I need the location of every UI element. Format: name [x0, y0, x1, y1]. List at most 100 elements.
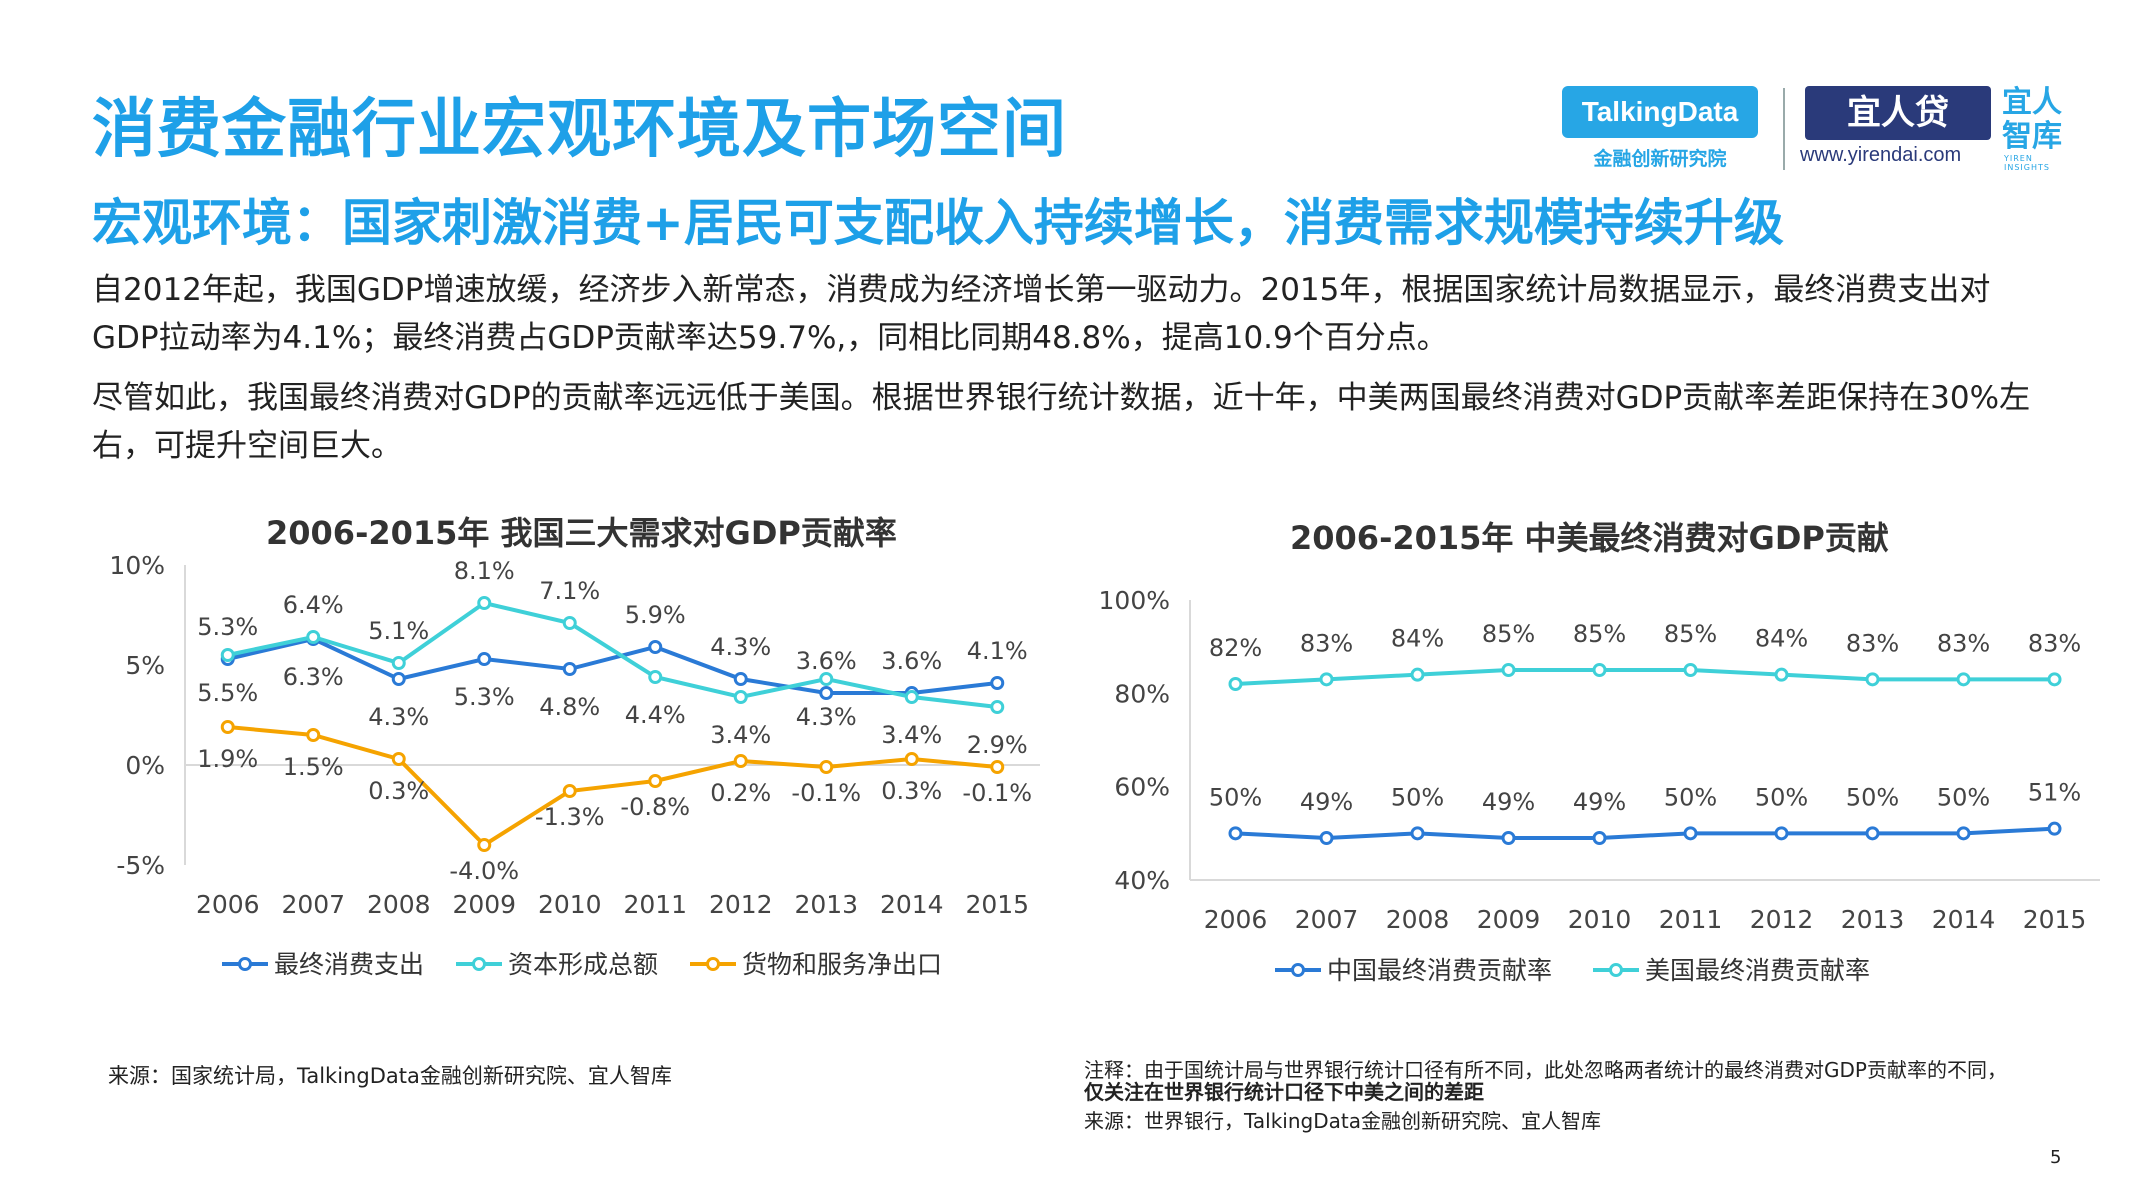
- legend-marker: [706, 957, 720, 971]
- data-point: [477, 652, 492, 666]
- data-point: [391, 672, 406, 686]
- x-tick-label: 2011: [623, 890, 687, 919]
- page-subtitle: 宏观环境：国家刺激消费+居民可支配收入持续增长，消费需求规模持续升级: [92, 194, 1784, 252]
- data-point: [648, 774, 663, 788]
- page-title: 消费金融行业宏观环境及市场空间: [92, 93, 1067, 167]
- data-label: 82%: [1209, 634, 1262, 662]
- x-tick-label: 2014: [1932, 905, 1996, 934]
- x-tick-label: 2007: [281, 890, 345, 919]
- data-point: [1501, 663, 1516, 677]
- yirendai-url: www.yirendai.com: [1800, 144, 1962, 166]
- data-point: [819, 760, 834, 774]
- legend-marker: [1609, 963, 1623, 977]
- x-tick-label: 2015: [2023, 905, 2087, 934]
- data-label: 6.3%: [283, 663, 344, 691]
- data-label: 85%: [1664, 620, 1717, 648]
- data-label: 1.5%: [283, 753, 344, 781]
- data-point: [477, 596, 492, 610]
- data-label: 50%: [1755, 783, 1808, 811]
- data-label: 83%: [1300, 629, 1353, 657]
- data-label: 83%: [2028, 629, 2081, 657]
- x-tick-label: 2008: [367, 890, 431, 919]
- data-label: 3.6%: [881, 647, 942, 675]
- data-label: 84%: [1755, 625, 1808, 653]
- y-tick-label: 5%: [125, 651, 165, 680]
- data-point: [1410, 826, 1425, 841]
- footnote: 注释：由于国统计局与世界银行统计口径有所不同，此处忽略两者统计的最终消费对GDP…: [1084, 1059, 2024, 1103]
- data-point: [220, 648, 235, 662]
- data-point: [733, 754, 748, 768]
- data-label: 50%: [1664, 783, 1717, 811]
- data-point: [477, 838, 492, 852]
- data-point: [1501, 831, 1516, 845]
- data-point: [990, 676, 1005, 690]
- x-tick-label: 2008: [1386, 905, 1450, 934]
- data-label: 2.9%: [967, 731, 1028, 759]
- data-label: -1.3%: [535, 803, 605, 831]
- data-point: [1683, 663, 1698, 677]
- data-point: [733, 672, 748, 686]
- data-label: 8.1%: [454, 557, 515, 585]
- talkingdata-logo-subtitle: 金融创新研究院: [1593, 148, 1727, 170]
- data-label: 1.9%: [197, 745, 258, 773]
- data-point: [391, 752, 406, 766]
- data-point: [1956, 826, 1971, 841]
- data-label: 85%: [1573, 620, 1626, 648]
- x-tick-label: 2007: [1295, 905, 1359, 934]
- x-tick-label: 2014: [880, 890, 944, 919]
- x-tick-label: 2009: [1477, 905, 1541, 934]
- data-label: 5.3%: [197, 613, 258, 641]
- legend-label: 最终消费支出: [274, 950, 424, 979]
- legend-label: 货物和服务净出口: [742, 950, 942, 979]
- data-label: 49%: [1482, 788, 1535, 816]
- y-tick-label: 40%: [1114, 866, 1170, 895]
- data-point: [819, 672, 834, 686]
- data-point: [819, 686, 834, 700]
- chart2-china-us-consumption: 40% 60% 80% 100% 2006 2007 2008 2009 2010 2011 201…: [1099, 586, 2100, 985]
- data-point: [220, 720, 235, 734]
- data-point: [391, 656, 406, 670]
- data-point: [1956, 672, 1971, 687]
- paragraph-us-comparison: 尽管如此，我国最终消费对GDP的贡献率远远低于美国。根据世界银行统计数据，近十年…: [92, 380, 2031, 464]
- data-label: 4.3%: [796, 703, 857, 731]
- y-tick-label: 60%: [1114, 773, 1170, 802]
- legend-label: 资本形成总额: [508, 950, 658, 979]
- series-line-1: [227, 636, 998, 695]
- data-label: 5.3%: [454, 683, 515, 711]
- chart1-title: 2006-2015年 我国三大需求对GDP贡献率: [266, 514, 897, 552]
- legend-marker: [238, 957, 252, 971]
- data-point: [990, 760, 1005, 774]
- data-point: [1228, 826, 1243, 841]
- data-point: [562, 616, 577, 630]
- data-point: [1319, 672, 1334, 687]
- series-line-3: [227, 725, 998, 848]
- data-point: [648, 640, 663, 654]
- data-point: [1410, 667, 1425, 682]
- data-point: [1228, 677, 1243, 691]
- data-label: 4.3%: [368, 703, 429, 731]
- footnote-text: 注释：由于国统计局与世界银行统计口径有所不同，此处忽略两者统计的最终消费对GDP…: [1084, 1058, 2007, 1082]
- data-label: 5.9%: [625, 601, 686, 629]
- data-label: -0.8%: [620, 793, 690, 821]
- data-label: -0.1%: [791, 779, 861, 807]
- data-label: 49%: [1300, 788, 1353, 816]
- zhiku-logo-subtitle: YIREN INSIGHTS: [2004, 154, 2050, 172]
- data-point: [2047, 672, 2062, 687]
- x-tick-label: 2006: [1204, 905, 1268, 934]
- y-tick-label: 10%: [109, 551, 165, 580]
- data-point: [1774, 826, 1789, 841]
- data-label: 50%: [1391, 783, 1444, 811]
- talkingdata-logo: TalkingData: [1562, 86, 1758, 138]
- data-label: 50%: [1937, 783, 1990, 811]
- data-label: 50%: [1846, 783, 1899, 811]
- source-right: 来源：世界银行，TalkingData金融创新研究院、宜人智库: [1084, 1109, 1601, 1133]
- legend-label: 中国最终消费贡献率: [1327, 956, 1552, 985]
- data-label: 3.4%: [881, 721, 942, 749]
- data-label: 0.3%: [368, 777, 429, 805]
- data-label: 83%: [1846, 629, 1899, 657]
- data-point: [648, 670, 663, 684]
- data-point: [1592, 831, 1607, 845]
- data-label: 4.8%: [539, 693, 600, 721]
- data-label: 4.1%: [967, 637, 1028, 665]
- data-label: 4.4%: [625, 701, 686, 729]
